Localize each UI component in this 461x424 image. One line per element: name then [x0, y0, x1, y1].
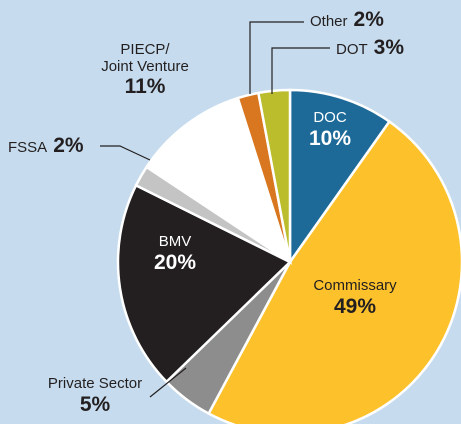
slice-percent: 3% [373, 36, 405, 59]
slice-name: DOC [313, 109, 347, 126]
slice-percent: 49% [333, 294, 377, 318]
slice-name: Private Sector [47, 375, 143, 392]
pie-slice [144, 96, 293, 266]
pie-slice [206, 119, 461, 424]
slice-label: PIECP/ Joint Venture 11% [101, 41, 189, 98]
slice-percent: 5% [79, 392, 111, 416]
slice-name: PIECP/ Joint Venture [101, 41, 189, 75]
pie-slice [116, 183, 293, 384]
slice-label: Private Sector 5% [47, 375, 143, 416]
leader-line [249, 21, 304, 94]
slice-name: Commissary [313, 277, 397, 294]
slice-label: Other 2% [310, 8, 384, 31]
slice-percent: 20% [153, 250, 197, 274]
leader-line [149, 367, 187, 398]
slice-percent: 10% [308, 126, 352, 150]
leader-line [100, 145, 151, 161]
slice-label: FSSA 2% [8, 134, 84, 157]
slice-label: BMV 20% [153, 233, 197, 274]
slice-name: BMV [158, 233, 192, 250]
slice-percent: 2% [353, 8, 384, 31]
leader-line [271, 47, 330, 94]
slice-percent: 2% [53, 134, 84, 157]
slice-label: Commissary 49% [313, 277, 397, 318]
slice-label: DOC 10% [308, 109, 352, 150]
slice-name: Other [310, 13, 348, 30]
slice-name: FSSA [8, 139, 48, 156]
slice-name: DOT [336, 41, 368, 58]
pie-slice [256, 88, 292, 263]
slice-percent: 11% [124, 75, 166, 98]
pie-slice [288, 88, 392, 266]
slice-label: DOT 3% [336, 36, 404, 59]
